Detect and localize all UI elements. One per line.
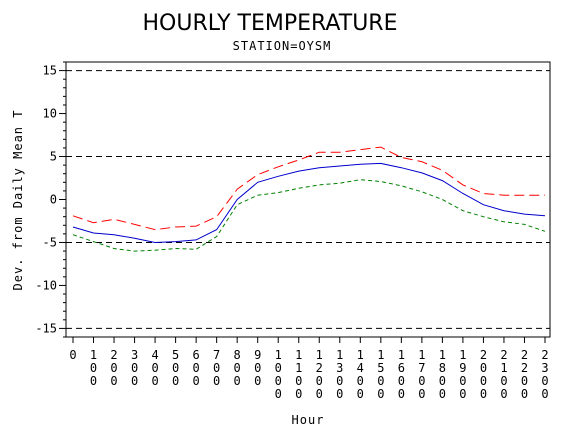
y-tick-label: 0 <box>50 193 57 207</box>
y-tick-label: -5 <box>43 235 57 249</box>
chart-title: HOURLY TEMPERATURE <box>143 11 398 36</box>
y-tick-label: 15 <box>43 64 57 78</box>
chart-subtitle: STATION=OYSM <box>233 39 332 53</box>
y-tick-label: 10 <box>43 107 57 121</box>
series-line-1 <box>72 162 546 244</box>
series-line-3 <box>72 179 546 252</box>
y-tick-label: -15 <box>35 321 57 335</box>
y-axis-label: Dev. from Daily Mean T <box>11 110 25 291</box>
x-axis-label: Hour <box>292 413 325 427</box>
x-tick-label: 0 <box>69 348 76 362</box>
y-tick-label: -10 <box>35 278 57 292</box>
series-line-2 <box>72 146 545 231</box>
y-tick-label: 5 <box>50 150 57 164</box>
plot-frame <box>65 61 551 338</box>
plot-area: -15 -10 -5 0 5 10 15 0 1 0 0 2 0 0 3 0 0 4 0 0 5 0 0 6 0 0 7 0 0 8 0 0 9… <box>35 61 551 401</box>
